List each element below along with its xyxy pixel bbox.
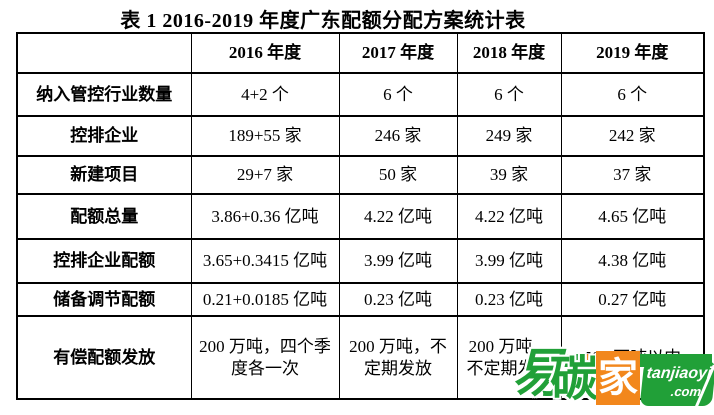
- table-cell: 200 万吨，四个季 度各一次: [190, 315, 340, 400]
- table-cell: 50 家: [338, 155, 458, 195]
- table-cell: 4.65 亿吨: [560, 193, 705, 240]
- jia-orange-block: 家: [596, 351, 640, 405]
- table-cell: 3.86+0.36 亿吨: [190, 193, 340, 240]
- table-row: 储备调节配额 0.21+0.0185 亿吨 0.23 亿吨 0.23 亿吨 0.…: [16, 282, 705, 317]
- row-label-controlled-enterprises: 控排企业: [16, 115, 192, 157]
- table-cell: 200 万吨，不 定期发放: [338, 315, 458, 400]
- row-label-industries: 纳入管控行业数量: [16, 72, 192, 117]
- table-cell: 0.23 亿吨: [338, 282, 458, 317]
- header-cell-empty: [16, 32, 192, 74]
- table-cell: 249 家: [456, 115, 562, 157]
- table-row: 新建项目 29+7 家 50 家 39 家 37 家: [16, 155, 705, 195]
- table-cell: 3.65+0.3415 亿吨: [190, 238, 340, 284]
- table-cell: 6 个: [456, 72, 562, 117]
- row-label-reserve-quota: 储备调节配额: [16, 282, 192, 317]
- table-cell: 39 家: [456, 155, 562, 195]
- header-cell-2016: 2016 年度: [190, 32, 340, 74]
- table-cell: 4.22 亿吨: [338, 193, 458, 240]
- jia-character: 家: [598, 355, 638, 400]
- table-cell: 6 个: [338, 72, 458, 117]
- table-cell: 4.38 亿吨: [560, 238, 705, 284]
- page-title: 表 1 2016-2019 年度广东配额分配方案统计表: [120, 10, 526, 32]
- tan-character: 碳: [550, 353, 599, 406]
- table-row: 配额总量 3.86+0.36 亿吨 4.22 亿吨 4.22 亿吨 4.65 亿…: [16, 193, 705, 240]
- tanjiaoyi-watermark-logo: 易 碳 家 tanjiaoyi .com: [512, 345, 714, 415]
- table-cell: 3.99 亿吨: [456, 238, 562, 284]
- row-label-total-quota: 配额总量: [16, 193, 192, 240]
- yi-character: 易: [512, 346, 565, 403]
- table-cell: 3.99 亿吨: [338, 238, 458, 284]
- table-cell: 246 家: [338, 115, 458, 157]
- table-cell: 4.22 亿吨: [456, 193, 562, 240]
- table-cell: 0.21+0.0185 亿吨: [190, 282, 340, 317]
- table-cell: 242 家: [560, 115, 705, 157]
- row-label-new-projects: 新建项目: [16, 155, 192, 195]
- table-cell: 0.27 亿吨: [560, 282, 705, 317]
- table-cell: 189+55 家: [190, 115, 340, 157]
- header-cell-2018: 2018 年度: [456, 32, 562, 74]
- table-cell: 37 家: [560, 155, 705, 195]
- header-cell-2019: 2019 年度: [560, 32, 705, 74]
- table-row: 控排企业 189+55 家 246 家 249 家 242 家: [16, 115, 705, 157]
- header-cell-2017: 2017 年度: [338, 32, 458, 74]
- row-label-enterprise-quota: 控排企业配额: [16, 238, 192, 284]
- table-row: 纳入管控行业数量 4+2 个 6 个 6 个 6 个: [16, 72, 705, 117]
- table-cell: 4+2 个: [190, 72, 340, 117]
- table-cell: 29+7 家: [190, 155, 340, 195]
- site-name-text: tanjiaoyi: [645, 365, 713, 382]
- table-row: 控排企业配额 3.65+0.3415 亿吨 3.99 亿吨 3.99 亿吨 4.…: [16, 238, 705, 284]
- site-name-box: tanjiaoyi .com: [639, 361, 714, 406]
- table-header-row: 2016 年度 2017 年度 2018 年度 2019 年度: [16, 32, 705, 74]
- row-label-paid-allocation: 有偿配额发放: [16, 315, 192, 400]
- table-cell: 0.23 亿吨: [456, 282, 562, 317]
- table-cell: 6 个: [560, 72, 705, 117]
